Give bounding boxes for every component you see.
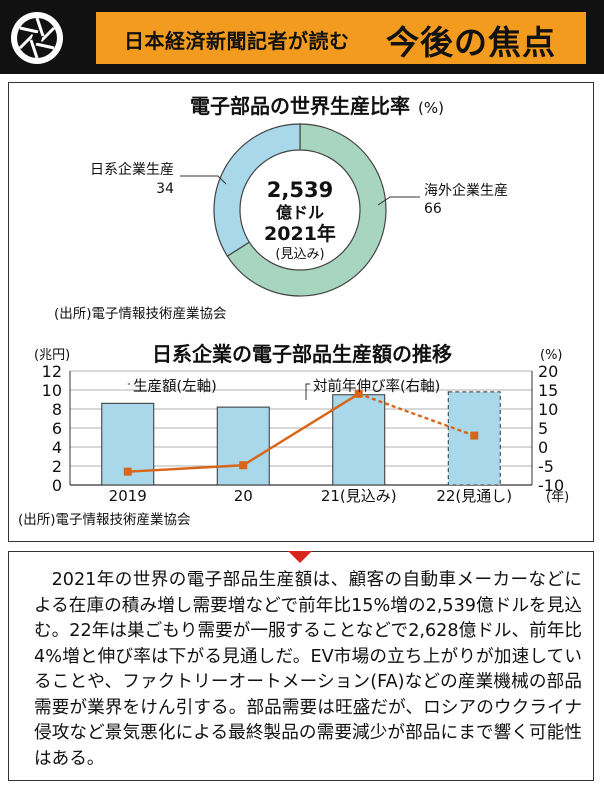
right-axis-unit: (%) — [540, 348, 563, 363]
right-tick-label: -10 — [538, 476, 564, 495]
left-tick-label: 12 — [42, 362, 62, 381]
bar-series-label: 生産額(左軸) — [133, 378, 217, 395]
donut-source: (出所)電子情報技術産業協会 — [54, 306, 227, 322]
x-tick-label: 20 — [234, 487, 253, 505]
x-tick-label: 22(見通し) — [436, 487, 512, 505]
x-tick-label: 2019 — [109, 487, 147, 505]
line-point — [123, 467, 132, 476]
header-subtitle: 日本経済新聞記者が読む — [124, 29, 350, 53]
camera-shutter-icon — [11, 12, 63, 64]
donut-slice-0 — [213, 123, 301, 257]
bar-chart-source: (出所)電子情報技術産業協会 — [18, 512, 191, 528]
line-point — [470, 431, 479, 440]
donut-center-note: (見込み) — [275, 247, 324, 262]
right-tick-label: 15 — [538, 381, 558, 400]
line-segment — [127, 464, 244, 473]
line-series-label: 対前年伸び率(右軸) — [313, 378, 440, 395]
slice-value-overseas: 66 — [424, 201, 442, 217]
left-tick-label: 0 — [52, 476, 62, 495]
header-accent-panel — [96, 12, 586, 64]
left-tick-label: 2 — [52, 457, 62, 476]
donut-unit: (%) — [418, 99, 444, 117]
line-segment — [242, 392, 360, 467]
donut-title: 電子部品の世界生産比率 — [190, 94, 410, 118]
x-axis-unit: (年) — [546, 490, 569, 505]
donut-center-year: 2021年 — [264, 222, 336, 245]
slice-label-japanese: 日系企業生産 — [90, 161, 174, 178]
left-tick-label: 8 — [52, 400, 62, 419]
donut-center-value: 2,539 — [267, 178, 333, 202]
left-tick-label: 4 — [52, 438, 62, 457]
chart-frame — [8, 82, 594, 542]
right-tick-label: 10 — [538, 400, 558, 419]
right-tick-label: 0 — [538, 438, 548, 457]
slice-label-overseas: 海外企業生産 — [424, 182, 508, 199]
line-series-leader — [305, 383, 310, 400]
down-triangle-icon — [288, 551, 312, 563]
left-tick-label: 10 — [42, 381, 62, 400]
slice-value-japanese: 34 — [156, 181, 174, 197]
donut-center-unit: 億ドル — [276, 203, 324, 222]
bar — [216, 406, 270, 486]
line-point — [354, 389, 363, 398]
header-title: 今後の焦点 — [386, 23, 556, 62]
line-point — [239, 461, 248, 470]
donut-slice-1 — [226, 123, 387, 297]
right-tick-label: 20 — [538, 362, 558, 381]
donut-chart — [213, 123, 387, 297]
right-tick-label: -5 — [538, 457, 554, 476]
article-text: 2021年の世界の電子部品生産額は、顧客の自動車メーカーなどによる在庫の積み増し… — [34, 570, 582, 769]
left-axis-unit: (兆円) — [34, 348, 70, 363]
x-tick-label: 21(見込み) — [321, 487, 397, 505]
right-tick-label: 5 — [538, 419, 548, 438]
leader-line-overseas — [377, 196, 420, 206]
leader-line-japanese — [180, 175, 227, 185]
bar — [332, 394, 386, 486]
bar-chart-title: 日系企業の電子部品生産額の推移 — [152, 342, 452, 366]
left-tick-label: 6 — [52, 419, 62, 438]
header-bar: 日本経済新聞記者が読む 今後の焦点 — [0, 0, 604, 74]
